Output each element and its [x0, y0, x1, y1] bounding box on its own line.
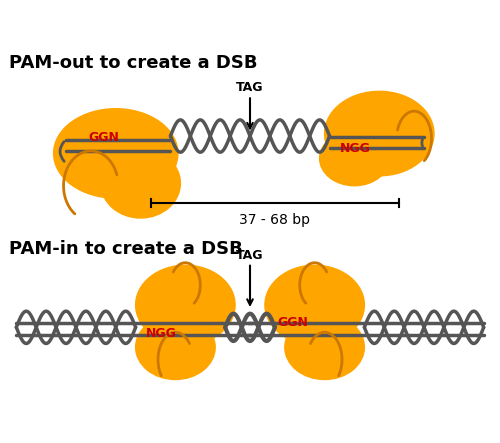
- Ellipse shape: [136, 265, 235, 345]
- Text: TAG: TAG: [236, 81, 264, 94]
- Text: NGG: NGG: [340, 142, 370, 155]
- Ellipse shape: [320, 131, 389, 186]
- Text: 37 - 68 bp: 37 - 68 bp: [240, 213, 310, 227]
- Text: GGN: GGN: [278, 316, 308, 329]
- Ellipse shape: [285, 315, 364, 380]
- Ellipse shape: [54, 109, 178, 198]
- Text: NGG: NGG: [146, 327, 176, 340]
- Text: PAM-out to create a DSB: PAM-out to create a DSB: [9, 54, 258, 72]
- Ellipse shape: [136, 315, 215, 380]
- Ellipse shape: [324, 91, 434, 176]
- Ellipse shape: [101, 148, 180, 218]
- Text: GGN: GGN: [88, 131, 120, 144]
- Ellipse shape: [265, 265, 364, 345]
- Text: PAM-in to create a DSB: PAM-in to create a DSB: [9, 241, 242, 258]
- Text: TAG: TAG: [236, 249, 264, 262]
